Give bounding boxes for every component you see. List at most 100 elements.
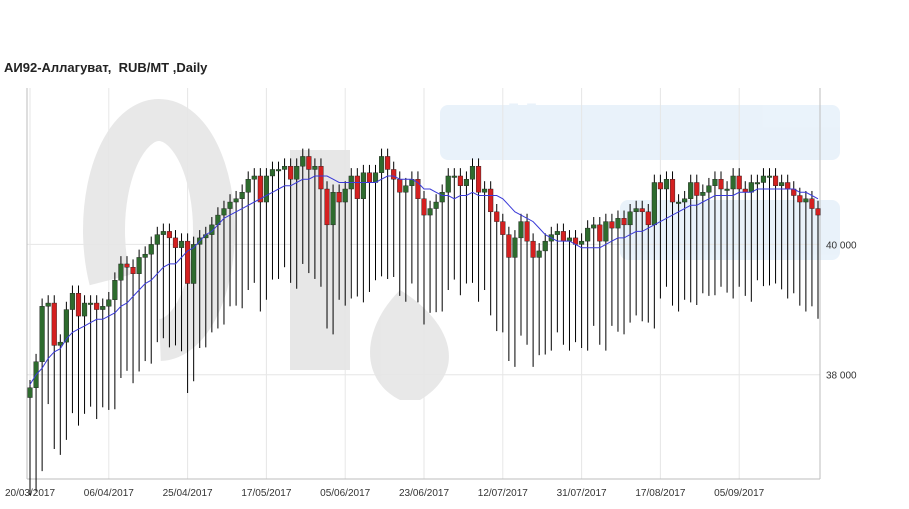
x-tick-label: 31/07/2017 bbox=[557, 488, 607, 499]
candle-body bbox=[360, 172, 366, 199]
candle-body bbox=[633, 208, 639, 213]
candle-body bbox=[166, 231, 172, 239]
candle-body bbox=[694, 182, 700, 196]
candle-body bbox=[597, 224, 603, 242]
x-axis-tick-labels: 20/03/2017 06/04/2017 25/04/2017 17/05/2017… bbox=[5, 488, 765, 499]
x-tick-label: 17/08/2017 bbox=[635, 488, 685, 499]
candle-body bbox=[688, 182, 694, 199]
candle-body bbox=[154, 234, 160, 245]
candle-body bbox=[94, 302, 100, 310]
candle-body bbox=[330, 192, 336, 226]
candle-body bbox=[627, 211, 633, 226]
x-tick-label: 17/05/2017 bbox=[241, 488, 291, 499]
candle-body bbox=[785, 182, 791, 190]
candle-body bbox=[439, 192, 445, 203]
candle-body bbox=[682, 198, 688, 203]
x-tick-label: 06/04/2017 bbox=[84, 488, 134, 499]
candle-body bbox=[172, 237, 179, 248]
candle-body bbox=[779, 182, 785, 186]
candle-body bbox=[615, 218, 621, 229]
candle-body bbox=[773, 175, 779, 186]
x-tick-label: 23/06/2017 bbox=[399, 488, 449, 499]
candle-body bbox=[342, 188, 348, 203]
candle-body bbox=[663, 179, 670, 190]
candle-body bbox=[209, 224, 215, 235]
candle-body bbox=[385, 156, 391, 170]
candle-body bbox=[676, 201, 682, 204]
candle-body bbox=[118, 263, 124, 281]
candle-body bbox=[736, 175, 742, 190]
candle-body bbox=[324, 188, 330, 226]
y-tick-label: 38 000 bbox=[826, 371, 857, 382]
candle-body bbox=[372, 172, 379, 183]
candle-body bbox=[185, 240, 191, 284]
candle-body bbox=[81, 302, 88, 317]
candle-body bbox=[724, 188, 730, 191]
candle-body bbox=[354, 175, 360, 199]
candle-body bbox=[591, 224, 597, 229]
candle-body bbox=[760, 175, 767, 183]
x-tick-label: 05/06/2017 bbox=[320, 488, 370, 499]
candle-body bbox=[445, 175, 451, 193]
candle-body bbox=[603, 221, 609, 242]
candle-body bbox=[475, 165, 482, 193]
candle-wicks bbox=[29, 148, 819, 496]
candle-body bbox=[106, 299, 112, 307]
candle-body bbox=[700, 192, 706, 196]
candle-body bbox=[730, 175, 736, 190]
candle-body bbox=[69, 293, 75, 310]
candle-body bbox=[100, 306, 106, 310]
candle-body bbox=[39, 306, 45, 362]
candle-body bbox=[57, 341, 63, 346]
y-tick-label: 40 000 bbox=[826, 240, 857, 251]
candle-body bbox=[75, 293, 82, 317]
candle-body bbox=[257, 175, 263, 203]
candle-body bbox=[51, 302, 57, 346]
candle-body bbox=[427, 208, 433, 216]
candle-body bbox=[275, 169, 282, 172]
candle-body bbox=[421, 198, 427, 216]
candle-body bbox=[742, 188, 748, 193]
candle-body bbox=[318, 165, 324, 190]
candle-body bbox=[815, 208, 821, 216]
candle-body bbox=[282, 165, 288, 170]
candle-body bbox=[88, 302, 94, 305]
candle-body bbox=[148, 244, 154, 255]
candle-body bbox=[45, 302, 51, 307]
candle-body bbox=[657, 182, 663, 190]
candle-body bbox=[579, 240, 585, 245]
candle-body bbox=[63, 309, 69, 343]
candle-body bbox=[469, 165, 476, 180]
candle-body bbox=[27, 387, 33, 398]
candle-body bbox=[766, 175, 773, 178]
candle-body bbox=[433, 201, 439, 209]
candle-body bbox=[263, 175, 269, 203]
candle-body bbox=[457, 175, 463, 186]
candle-body bbox=[233, 198, 239, 203]
candle-body bbox=[124, 263, 130, 268]
candle-body bbox=[227, 201, 233, 209]
candle-body bbox=[512, 237, 518, 258]
candle-body bbox=[269, 169, 276, 177]
candle-body bbox=[221, 208, 227, 216]
candle-body bbox=[645, 211, 651, 226]
candle-body bbox=[191, 244, 197, 284]
chart-axes bbox=[26, 88, 821, 480]
candle-body bbox=[488, 188, 494, 213]
candle-body bbox=[391, 169, 397, 180]
candle-body bbox=[706, 185, 712, 193]
candle-body bbox=[366, 172, 373, 183]
y-axis-tick-labels: 40 000 38 000 bbox=[826, 240, 857, 381]
candle-body bbox=[669, 179, 676, 203]
moving-average-line bbox=[29, 175, 819, 385]
candle-body bbox=[482, 188, 488, 193]
candle-body bbox=[300, 156, 306, 167]
candle-body bbox=[754, 182, 760, 185]
candle-body bbox=[239, 192, 245, 199]
candle-body bbox=[554, 231, 560, 235]
watermark-text: OilStat bbox=[455, 92, 661, 164]
candle-body bbox=[536, 250, 542, 258]
x-tick-label: 05/09/2017 bbox=[714, 488, 764, 499]
candle-body bbox=[718, 179, 724, 190]
